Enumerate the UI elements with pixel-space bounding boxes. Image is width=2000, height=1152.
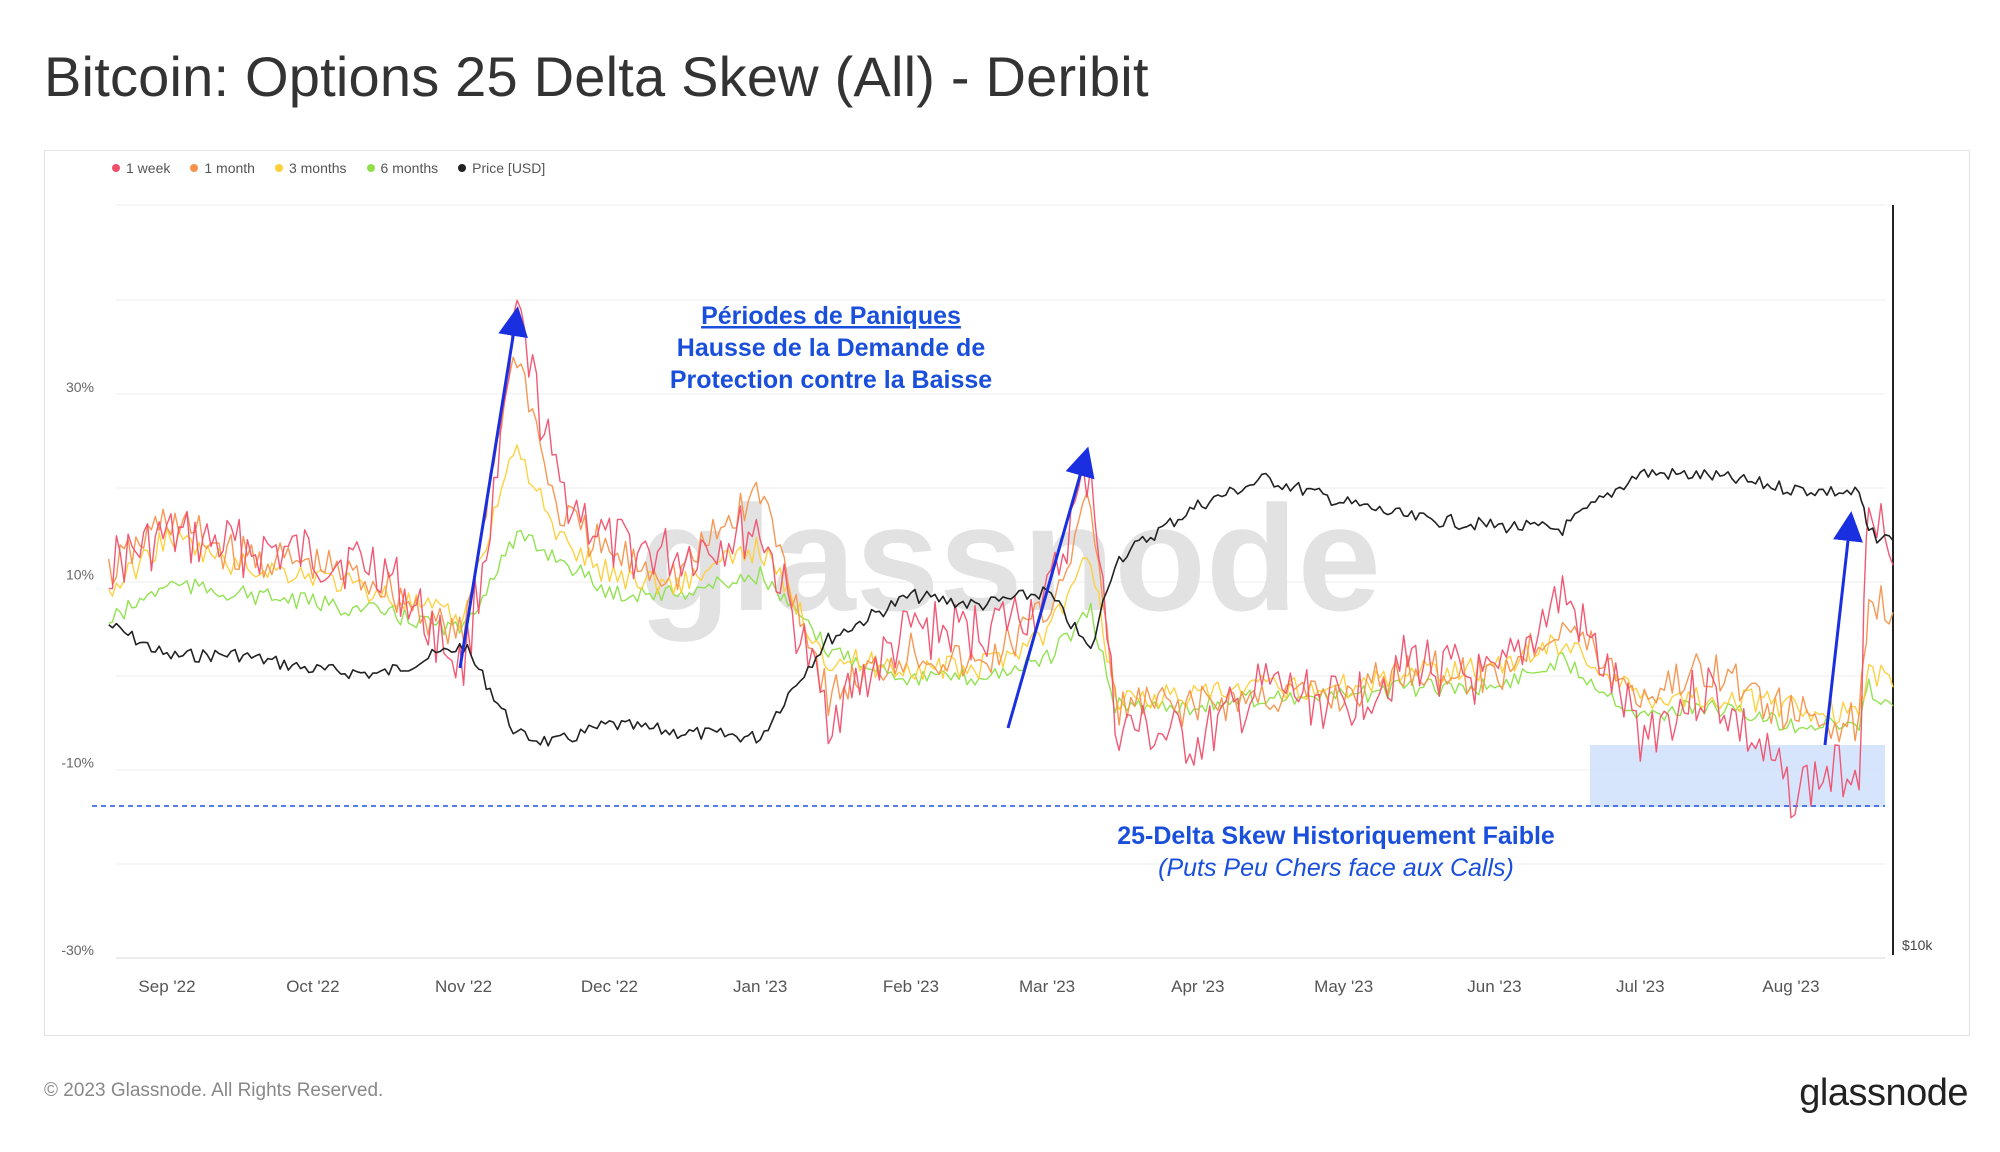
legend-item[interactable]: 3 months xyxy=(274,160,347,176)
x-tick-label: Apr '23 xyxy=(1171,977,1224,996)
x-tick-label: Sep '22 xyxy=(138,977,195,996)
series-line-1-week xyxy=(108,299,1894,819)
series-line-price xyxy=(108,467,1894,747)
legend-item[interactable]: Price [USD] xyxy=(458,160,545,176)
legend-item[interactable]: 1 week xyxy=(112,160,170,176)
price-tick-label: $10k xyxy=(1902,937,1933,953)
series-line-6-months xyxy=(108,529,1894,734)
x-tick-label: Dec '22 xyxy=(581,977,638,996)
legend-dot xyxy=(274,164,283,172)
x-tick-label: Jan '23 xyxy=(733,977,787,996)
x-tick-label: Oct '22 xyxy=(286,977,339,996)
x-tick-label: Nov '22 xyxy=(435,977,492,996)
x-tick-label: Feb '23 xyxy=(883,977,939,996)
x-tick-label: Aug '23 xyxy=(1762,977,1819,996)
series-line-1-month xyxy=(108,356,1894,743)
annotation-arrow xyxy=(458,306,528,669)
y-tick-label: -30% xyxy=(61,942,94,958)
legend-item[interactable]: 1 month xyxy=(190,160,255,176)
legend-dot xyxy=(112,164,120,172)
y-tick-label: -10% xyxy=(61,754,94,770)
annotation-low-skew-title: 25-Delta Skew Historiquement Faible xyxy=(1117,822,1555,850)
glassnode-logo: glassnode xyxy=(1799,1072,1968,1114)
y-tick-label: 30% xyxy=(66,379,94,395)
annotation-low-skew-subtitle: (Puts Peu Chers face aux Calls) xyxy=(1158,854,1514,882)
legend-dot xyxy=(458,164,467,172)
legend-label: 1 week xyxy=(126,160,171,176)
copyright-footer: © 2023 Glassnode. All Rights Reserved. xyxy=(44,1080,384,1101)
legend-label: Price [USD] xyxy=(472,160,546,176)
legend-label: 6 months xyxy=(380,160,439,176)
legend-label: 1 month xyxy=(204,160,255,176)
legend-label: 3 months xyxy=(288,160,347,176)
annotation-panic-title: Périodes de Paniques xyxy=(701,302,961,330)
annotation-arrow xyxy=(1823,511,1863,746)
annotation-panic-line: Hausse de la Demande de xyxy=(677,334,986,362)
watermark: glassnode xyxy=(639,474,1381,642)
annotation-panic-line: Protection contre la Baisse xyxy=(670,366,992,394)
legend-dot xyxy=(366,164,375,172)
legend: 1 week 1 month 3 months 6 months Price [USD] xyxy=(112,160,545,176)
y-tick-label: 10% xyxy=(66,567,94,583)
low-skew-zone xyxy=(1590,745,1885,807)
x-tick-label: Jul '23 xyxy=(1616,977,1665,996)
chart-title: Bitcoin: Options 25 Delta Skew (All) - D… xyxy=(44,45,1149,108)
chart-card xyxy=(44,150,1970,1036)
legend-item[interactable]: 6 months xyxy=(366,160,439,176)
x-tick-label: May '23 xyxy=(1314,977,1373,996)
annotation-arrow xyxy=(1006,446,1095,729)
legend-dot xyxy=(190,164,199,172)
x-tick-label: Mar '23 xyxy=(1019,977,1075,996)
x-tick-label: Jun '23 xyxy=(1467,977,1521,996)
